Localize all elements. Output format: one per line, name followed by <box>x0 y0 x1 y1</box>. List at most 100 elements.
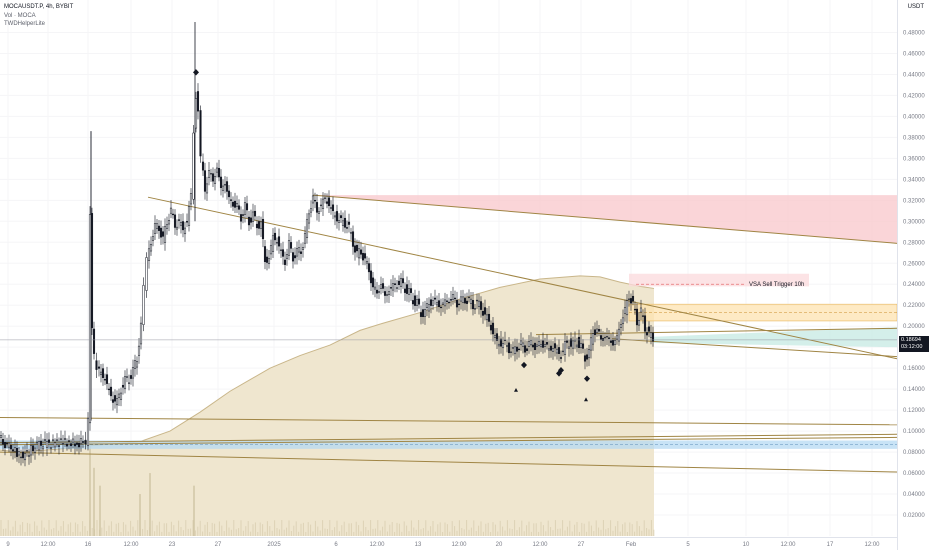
candle-body <box>589 337 593 351</box>
candle-body <box>271 235 275 252</box>
candle-body <box>413 295 417 306</box>
candle-body <box>23 453 27 461</box>
candle-body <box>169 207 173 214</box>
candle-body <box>551 348 555 352</box>
candle-body <box>59 438 63 440</box>
candle-body <box>565 340 569 343</box>
candle-body <box>249 217 253 223</box>
candle-body <box>473 308 477 310</box>
candle-body <box>361 252 365 261</box>
trendline <box>611 338 898 358</box>
teal-zone <box>654 327 897 348</box>
candle-body <box>61 443 65 445</box>
candle-body <box>9 445 13 450</box>
chart-legend: MOCAUSDT.P, 4h, BYBIT Vol · MOCA TWDHelp… <box>4 3 73 29</box>
trendline <box>0 433 898 444</box>
price-tick-label: 0.40000 <box>903 114 925 120</box>
candle-body <box>55 439 59 441</box>
candle-body <box>109 386 113 397</box>
candle-body <box>155 223 159 229</box>
candle-body <box>627 298 631 300</box>
candle-body <box>201 161 205 171</box>
candle-body <box>194 98 198 129</box>
candle-body <box>549 345 553 351</box>
candle-body <box>33 447 37 453</box>
candle-body <box>25 450 29 452</box>
last-price-value: 0.18694 <box>901 336 921 343</box>
candle-body <box>149 243 153 252</box>
currency-label[interactable]: USDT <box>907 4 924 10</box>
time-axis[interactable]: 9 12:00 16 12:00 23 27 2025 6 12:00 13 12:00 20 12:0… <box>0 537 897 549</box>
candle-body <box>393 283 397 285</box>
candle-body <box>571 340 575 349</box>
candle-body <box>119 392 123 400</box>
price-tick-label: 0.06000 <box>903 471 925 477</box>
candle-body <box>227 190 231 198</box>
candle-body <box>205 183 209 194</box>
time-tick-label: 6 <box>334 542 338 548</box>
time-tick-label: 12:00 <box>40 542 56 548</box>
candle-body <box>341 220 345 226</box>
candle-body <box>137 345 141 356</box>
price-tick-label: 0.20000 <box>903 324 925 330</box>
candle-body <box>377 291 381 293</box>
candle-body <box>196 91 200 112</box>
time-tick-label: 5 <box>686 542 690 548</box>
candle-body <box>405 284 409 294</box>
candle-body <box>603 336 607 339</box>
candle-body <box>511 347 515 349</box>
time-tick-label: 23 <box>169 542 176 548</box>
candle-body <box>437 300 441 308</box>
candle-body <box>555 348 559 354</box>
candle-body <box>595 328 599 333</box>
candle-body <box>643 315 647 332</box>
candle-body <box>73 443 77 447</box>
trendline <box>0 416 898 426</box>
price-tick-label: 0.30000 <box>903 219 925 225</box>
candle-body <box>179 222 183 226</box>
price-tick-label: 0.16000 <box>903 366 925 372</box>
candle-body <box>647 326 651 332</box>
candle-body <box>305 219 309 238</box>
trendline <box>0 436 898 446</box>
price-axis[interactable]: 0.48000 0.46000 0.44000 0.42000 0.40000 0.380… <box>897 0 926 550</box>
candle-body <box>45 441 49 448</box>
candle-body <box>499 338 503 347</box>
candle-body <box>541 340 545 348</box>
candle-body <box>11 449 15 452</box>
time-tick-label: 12:00 <box>532 542 548 548</box>
price-tick-label: 0.32000 <box>903 198 925 204</box>
candle-body <box>289 242 293 249</box>
candle-body <box>241 214 245 216</box>
triangle-marker <box>584 397 588 402</box>
candle-body <box>557 347 561 354</box>
price-tick-label: 0.38000 <box>903 135 925 141</box>
volume-indicator-line[interactable]: Vol · MOCA <box>4 12 36 19</box>
candle-body <box>601 338 605 341</box>
candle-body <box>35 441 39 444</box>
symbol-line[interactable]: MOCAUSDT.P, 4h, BYBIT <box>4 4 74 10</box>
price-tick-label: 0.04000 <box>903 492 925 498</box>
candle-body <box>253 210 257 217</box>
candle-body <box>417 298 421 305</box>
candle-body <box>43 439 47 441</box>
candle-body <box>383 291 387 296</box>
candle-body <box>411 300 415 305</box>
price-tick-label: 0.26000 <box>903 261 925 267</box>
helper-indicator-line[interactable]: TWDHelperLite <box>4 21 46 27</box>
candle-body <box>295 248 299 257</box>
candle-body <box>597 329 601 332</box>
candle-body <box>331 204 335 212</box>
candle-body <box>283 259 287 265</box>
candle-body <box>175 226 179 230</box>
candle-body <box>357 248 361 259</box>
trendline <box>312 194 898 244</box>
candle-body <box>115 398 119 406</box>
candle-body <box>189 193 193 205</box>
candle-body <box>409 288 413 293</box>
candle-body <box>585 354 589 360</box>
time-tick-label: 12:00 <box>864 542 880 548</box>
candle-body <box>525 348 529 351</box>
candle-body <box>133 360 137 369</box>
